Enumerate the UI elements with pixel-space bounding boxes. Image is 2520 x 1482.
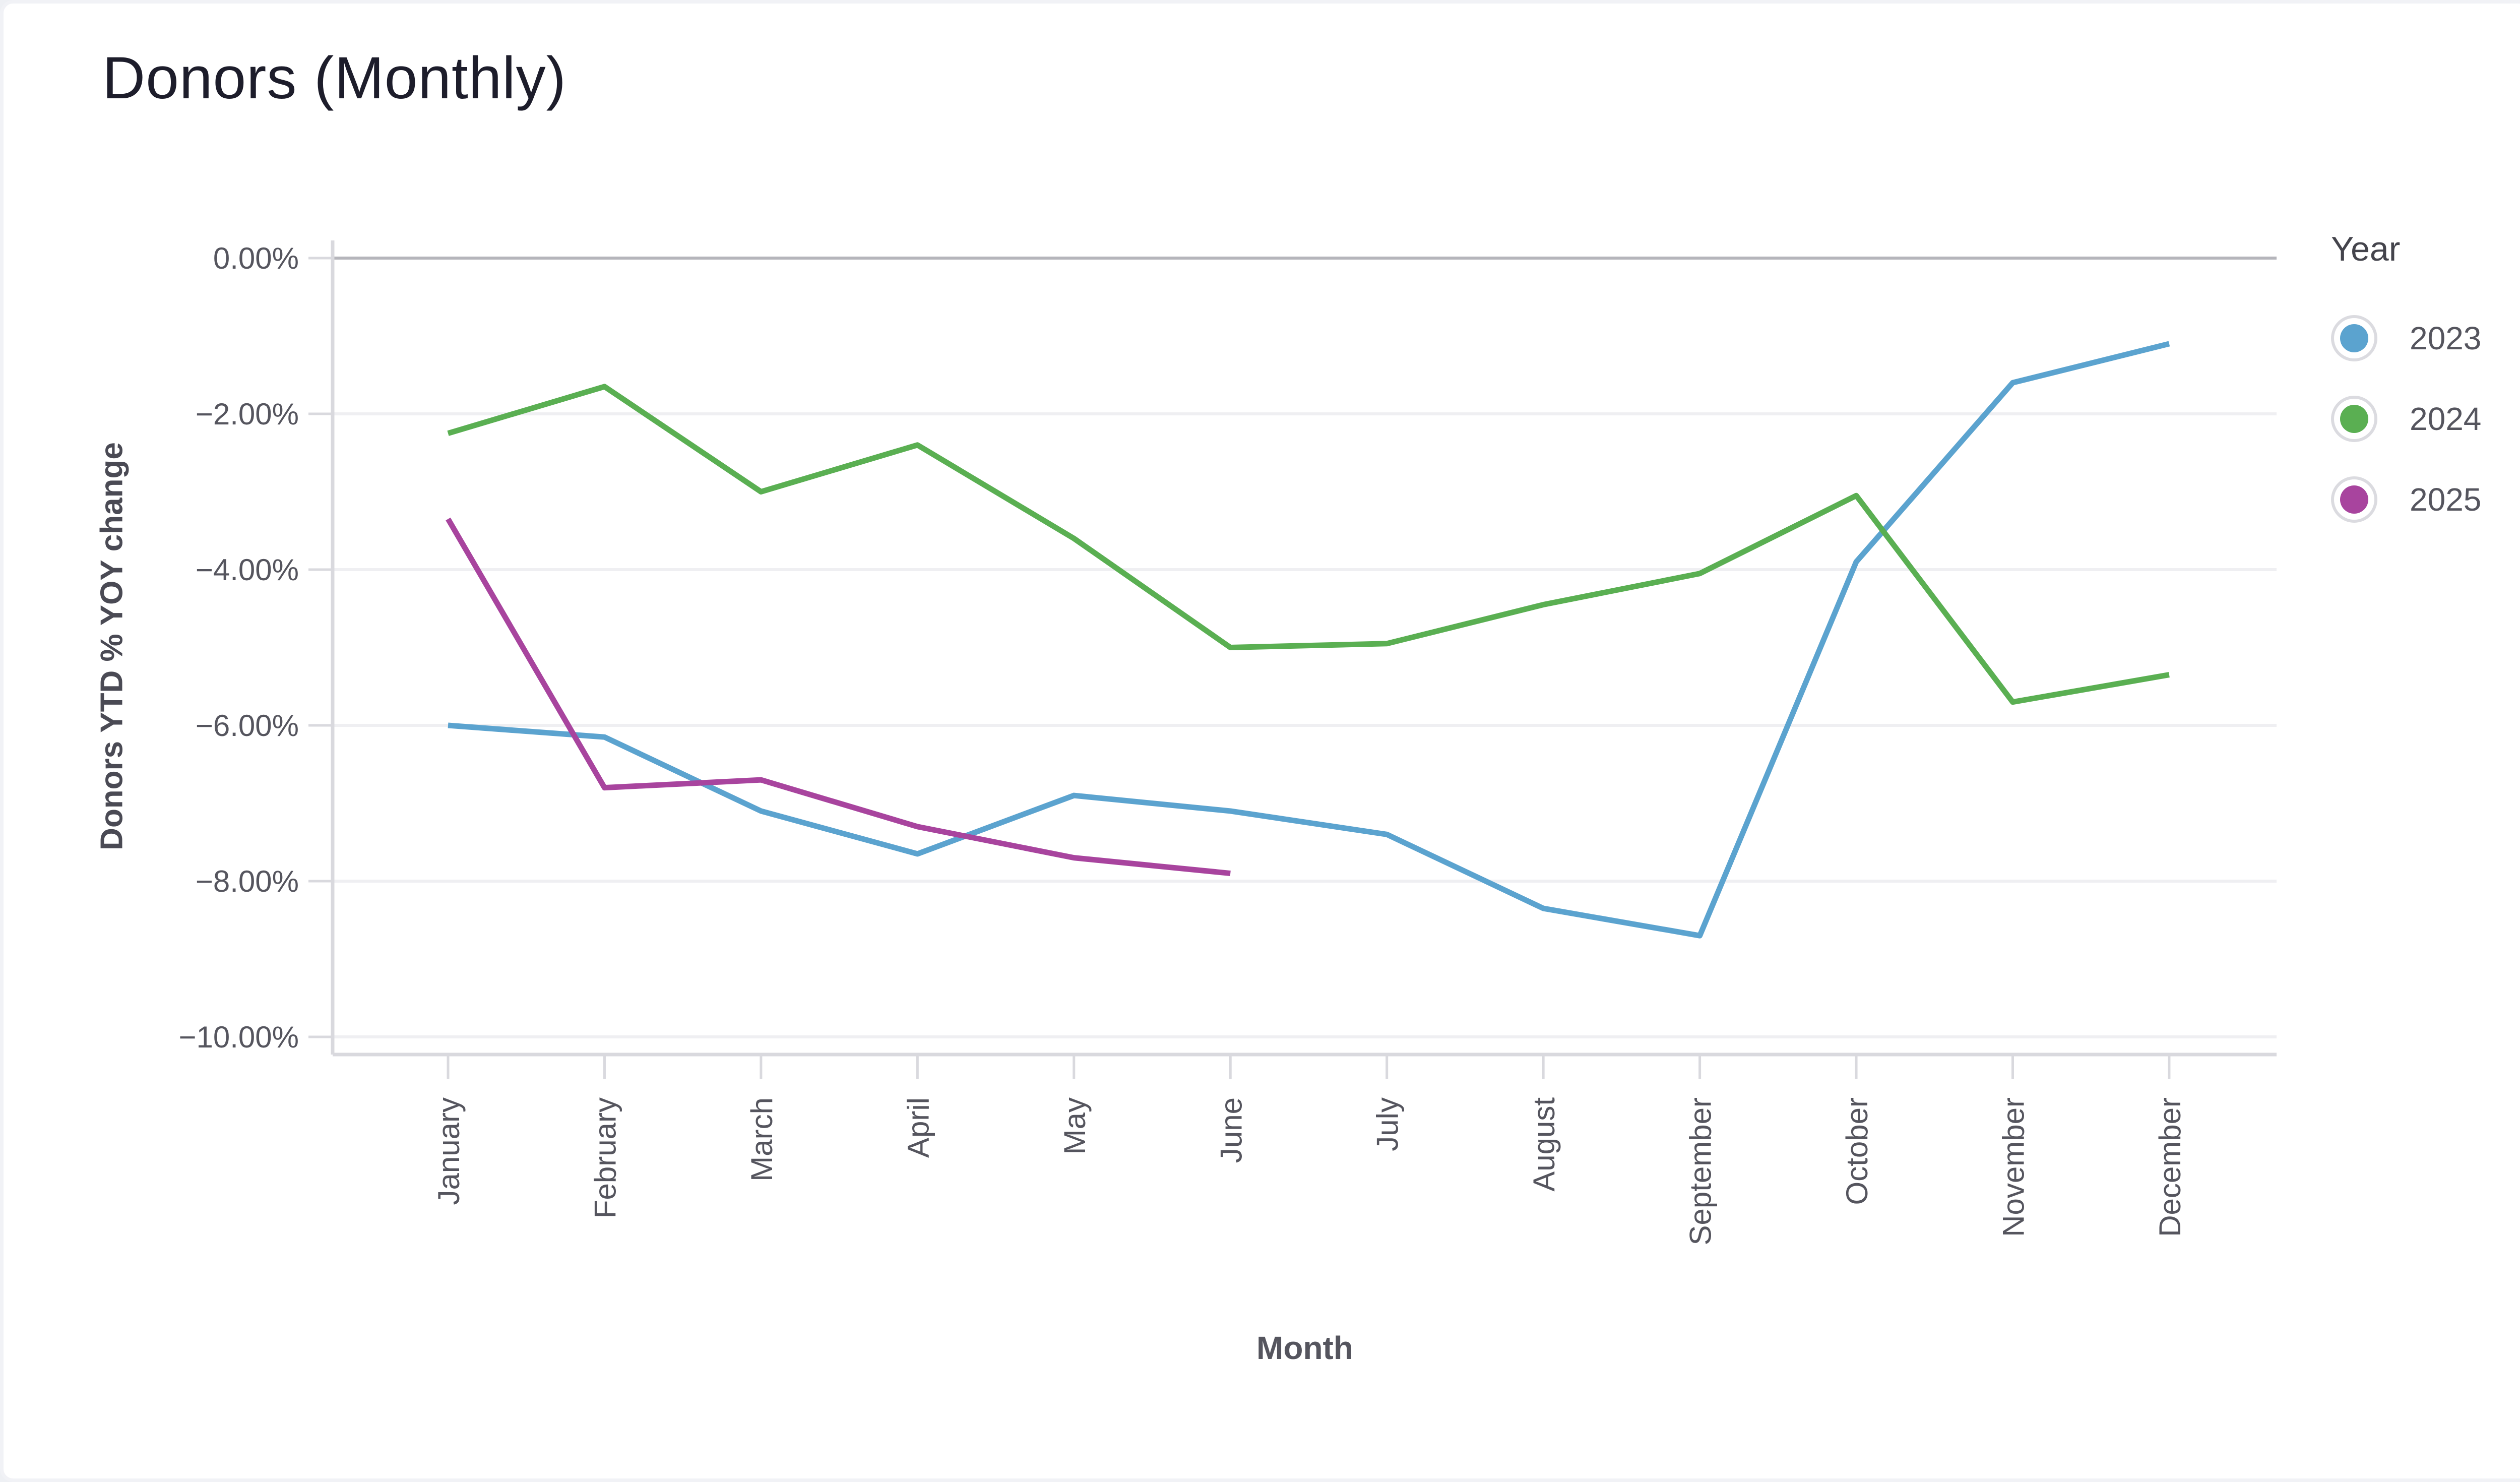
legend: Year 2023 2024 2025 [2331,229,2481,557]
x-tick-label-september: September [1684,1097,1718,1246]
legend-swatch-2023-icon [2331,315,2377,361]
x-tick-label-april: April [901,1097,935,1158]
legend-label-2025: 2025 [2410,481,2482,518]
y-tick-label: −4.00% [196,553,299,587]
y-tick-label: −10.00% [178,1020,299,1054]
legend-label-2024: 2024 [2410,401,2482,437]
plot-svg: 0.00% −2.00% −4.00% −6.00% −8.00% −10.00% Janu… [178,240,2277,1246]
x-tick-label-december: December [2153,1097,2187,1237]
legend-swatch-2024-icon [2331,396,2377,442]
chart-title: Donors (Monthly) [102,45,566,111]
legend-title: Year [2331,230,2401,268]
y-tick-label: −8.00% [196,865,299,898]
legend-item-2025[interactable]: 2025 [2331,476,2481,523]
x-tick-label-november: November [1997,1097,2031,1237]
x-tick-label-january: January [432,1097,466,1205]
x-tick-label-march: March [745,1097,779,1182]
series-line-2024 [447,384,2170,705]
y-axis-title: Donors YTD % YOY change [94,442,130,850]
series-line-2025 [446,517,1231,877]
legend-label-2023: 2023 [2410,320,2482,356]
x-tick-label-october: October [1840,1097,1874,1205]
y-tick-label: −2.00% [196,397,299,431]
x-tick-label-february: February [588,1097,622,1218]
y-tick-label: −6.00% [196,709,299,743]
x-tick-label-may: May [1058,1097,1092,1154]
legend-item-2024[interactable]: 2024 [2331,396,2481,442]
x-tick-label-june: June [1214,1097,1248,1163]
y-tick-label: 0.00% [213,241,299,275]
x-tick-label-july: July [1371,1097,1405,1151]
legend-swatch-2025-icon [2331,476,2377,523]
series-line-2023 [448,341,2170,939]
x-axis-title: Month [1256,1330,1353,1366]
x-tick-label-august: August [1527,1097,1561,1192]
legend-item-2023[interactable]: 2023 [2331,315,2481,361]
